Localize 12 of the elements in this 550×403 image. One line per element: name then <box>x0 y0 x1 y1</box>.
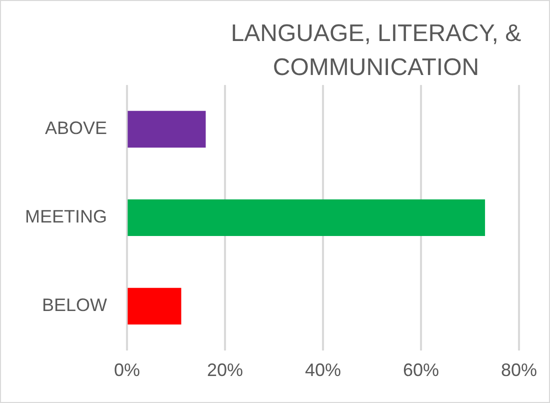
bar <box>128 199 486 236</box>
bar <box>128 110 206 148</box>
x-tick-label: 40% <box>304 360 342 380</box>
chart-title: LANGUAGE, LITERACY, & COMMUNICATION <box>230 19 522 83</box>
y-tick-label: BELOW <box>42 295 108 316</box>
y-tick-label: MEETING <box>24 206 107 227</box>
x-tick-label: 0% <box>114 360 140 380</box>
bar <box>128 288 182 324</box>
y-tick-label: ABOVE <box>44 118 107 138</box>
x-tick-label: 20% <box>206 360 244 380</box>
x-tick-label: 80% <box>500 360 538 380</box>
x-tick-label: 60% <box>402 360 440 380</box>
